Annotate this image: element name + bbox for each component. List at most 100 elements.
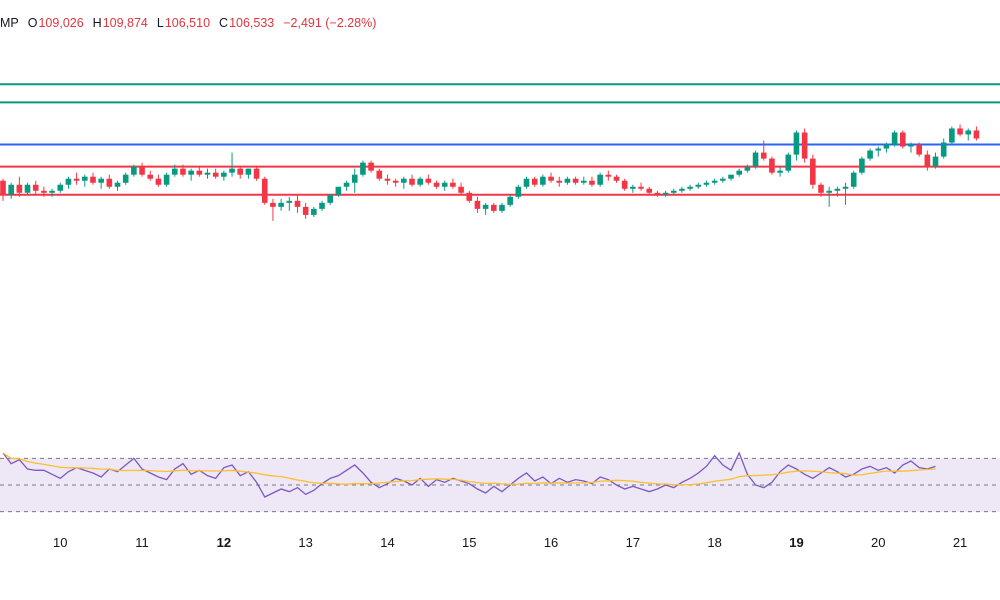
candle [204,168,211,179]
candle [376,168,383,181]
x-tick-label: 11 [135,535,149,550]
candle [392,178,399,187]
candle [900,130,906,149]
candle [654,190,661,197]
candle-body [630,186,636,189]
candle-body [883,144,890,149]
candle [180,164,186,177]
candle [491,202,497,213]
x-tick-label: 10 [53,535,68,550]
candle [253,166,260,181]
high-value: 109,874 [102,16,148,30]
candle-body [932,156,939,167]
candle-body [351,174,358,183]
candle-body [474,200,481,209]
candle-body [155,178,162,185]
candle-body [777,170,783,173]
candle-body [180,168,186,175]
candle-body [687,186,693,189]
rsi-line [2,451,936,498]
candle [245,168,252,179]
candle-body [949,128,955,143]
x-tick-label: 20 [871,535,886,550]
candle-body [294,200,301,207]
x-tick-label: 21 [952,535,968,550]
candle [286,196,293,211]
candle-body [425,178,432,183]
candle-body [769,158,775,173]
candle [769,156,775,175]
ohlc-legend: MP O 109,026 H 109,874 L 106,510 C 106,533 −… [0,14,376,32]
candle [670,188,677,195]
candle [842,182,849,205]
candle [425,174,432,185]
candle-body [965,130,972,135]
candle [940,138,947,159]
candle [630,184,636,193]
low-label: L [156,16,164,30]
candle [270,198,276,221]
candle-body [114,182,121,187]
candle [793,130,800,161]
candle-body [360,162,366,175]
candle-body [491,204,497,211]
candle [327,194,333,205]
candle-body [286,200,293,203]
candle [867,148,873,161]
candle-body [638,186,644,189]
x-tick-label: 12 [216,535,232,550]
candle [368,160,374,173]
candle [523,176,530,189]
candle [278,198,284,211]
high-label: H [92,16,102,30]
candle [24,182,31,195]
symbol-suffix: MP [0,16,19,30]
candle-body [441,182,448,187]
candle-body [850,172,857,187]
candle [638,182,644,191]
candle [131,164,137,177]
candle [965,128,972,141]
candle [711,178,718,185]
candle [957,124,963,137]
candle-body [703,182,710,185]
candle [736,168,742,177]
candle [466,190,473,203]
candle-body [343,182,350,187]
candle [728,174,734,181]
candle-body [171,168,178,175]
candle [564,176,571,185]
candle-body [327,194,333,203]
candle [16,176,23,197]
candle [90,172,96,185]
open-label: O [27,16,38,30]
candle-body [433,182,440,187]
candle-body [401,178,407,183]
candle-body [785,154,792,171]
candle-body [859,158,865,173]
candle [507,194,513,207]
candle-body [916,144,922,155]
candle-body [82,176,88,181]
candle [384,174,391,185]
close-value: 106,533 [229,16,275,30]
candle-body [801,132,808,159]
candle-body [572,178,579,183]
candle [580,176,587,185]
candle-body [711,180,718,183]
candle-body [900,132,906,147]
candle [662,190,669,197]
candle [924,150,931,171]
candle [433,180,440,189]
candle [621,178,628,191]
candle-body [744,166,751,171]
x-tick-label: 17 [625,535,641,550]
candle [360,160,366,177]
candle [229,152,235,177]
candle-body [8,184,14,195]
candle [605,170,612,181]
candle [499,202,505,213]
candle [482,202,489,215]
